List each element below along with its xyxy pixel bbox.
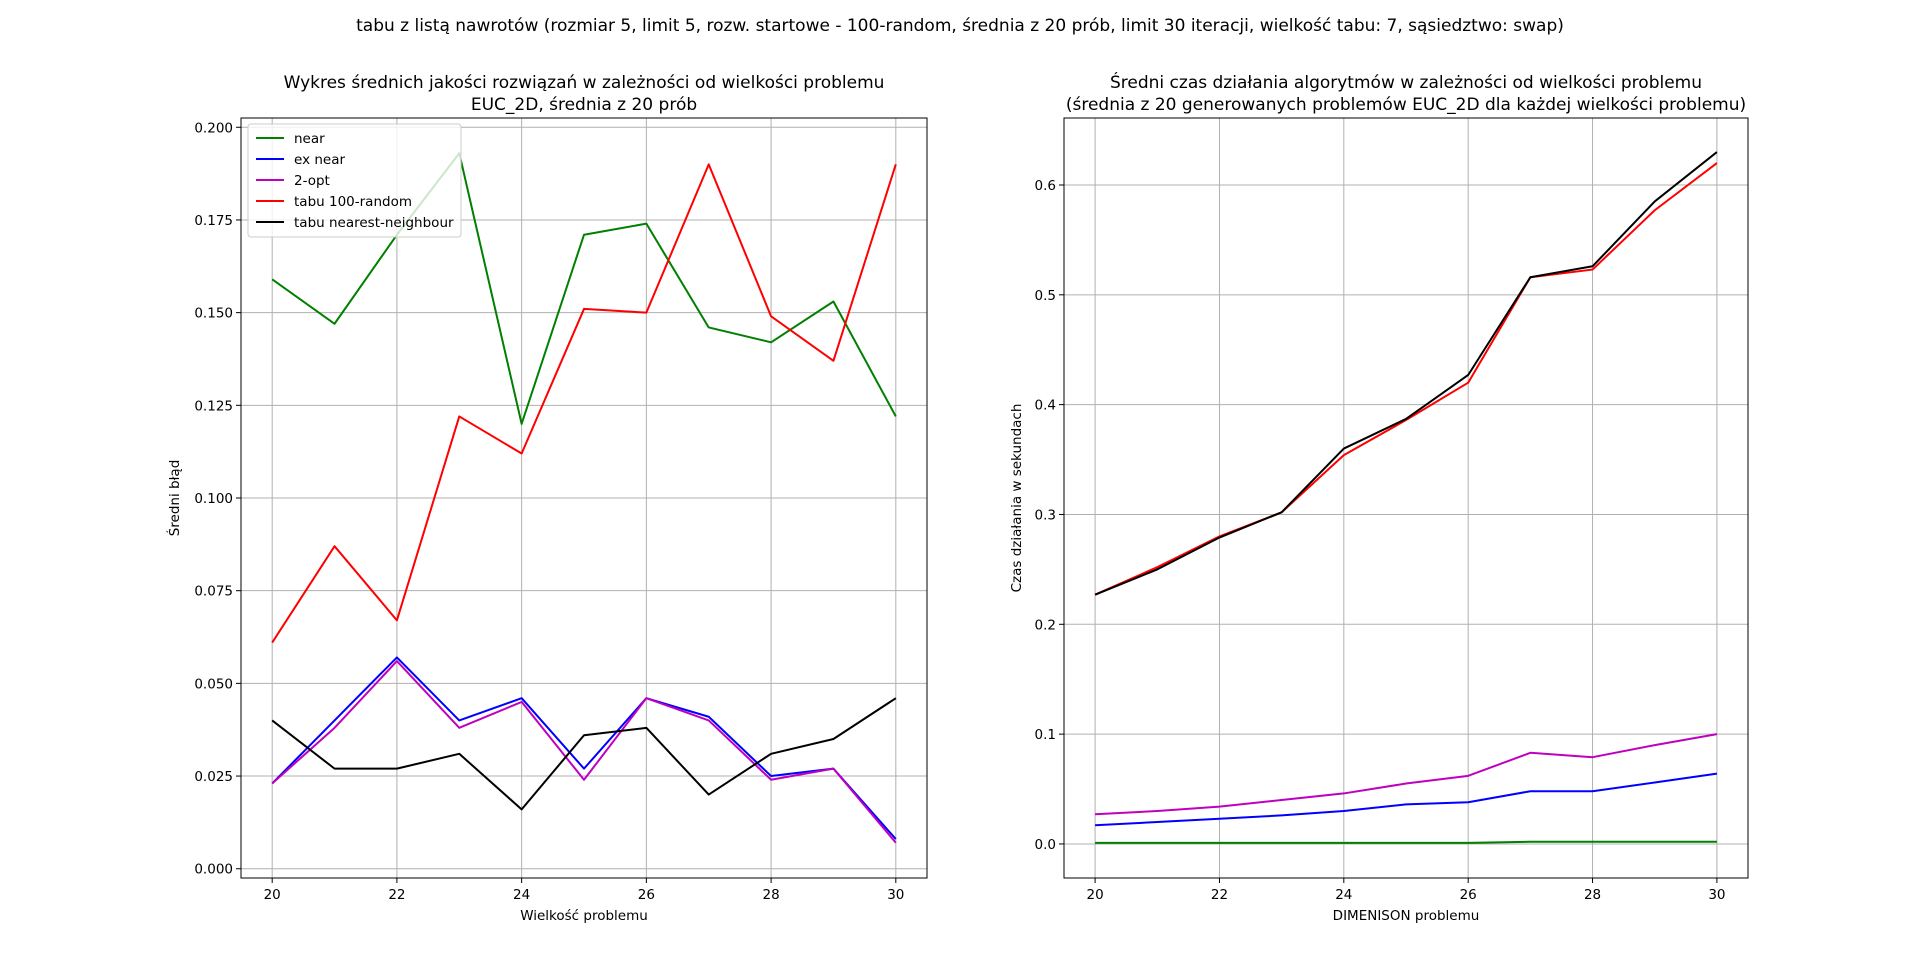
- y-tick-label: 0.000: [194, 862, 233, 878]
- x-axis-ticks: 20 22 24 26 28 30: [1086, 878, 1726, 903]
- legend-item-tabu-nearest-neighbour: tabu nearest-neighbour: [256, 215, 454, 231]
- y-axis-label: Średni błąd: [165, 460, 183, 537]
- legend-label: 2-opt: [294, 173, 330, 189]
- series-lines: [1094, 151, 1718, 844]
- y-tick-label: 0.0: [1035, 837, 1056, 853]
- chart-subtitle: (średnia z 20 generowanych problemów EUC…: [1066, 95, 1746, 115]
- x-tick-label: 22: [388, 887, 405, 903]
- x-tick-label: 24: [513, 887, 530, 903]
- grid-lines: [241, 118, 927, 878]
- series-line-5: [1094, 151, 1718, 596]
- y-tick-label: 0.1: [1035, 727, 1056, 743]
- legend-label: tabu 100-random: [294, 194, 412, 210]
- x-axis-label: Wielkość problemu: [520, 908, 648, 924]
- y-tick-label: 0.3: [1035, 507, 1056, 523]
- series-line-1: [1095, 840, 1717, 844]
- legend-label: ex near: [294, 152, 345, 168]
- y-tick-label: 0.025: [194, 769, 233, 785]
- legend-item-ex-near: ex near: [256, 152, 345, 168]
- legend-item-near: near: [256, 131, 325, 147]
- legend: near ex near 2-opt tabu 100-random tabu near…: [247, 123, 462, 238]
- x-tick-label: 28: [762, 887, 779, 903]
- x-tick-label: 28: [1584, 887, 1601, 903]
- series-lines: [271, 152, 897, 844]
- chart-title: Średni czas działania algorytmów w zależ…: [1110, 71, 1702, 93]
- series-line-2-opt: [271, 660, 897, 844]
- y-tick-label: 0.5: [1035, 288, 1056, 304]
- figure-suptitle: tabu z listą nawrotów (rozmiar 5, limit …: [356, 16, 1564, 36]
- x-tick-label: 22: [1211, 887, 1228, 903]
- y-tick-label: 0.125: [194, 398, 233, 414]
- y-tick-label: 0.2: [1035, 617, 1056, 633]
- y-tick-label: 0.075: [194, 584, 233, 600]
- y-tick-label: 0.100: [194, 491, 233, 507]
- y-tick-label: 0.4: [1035, 398, 1056, 414]
- series-line-4: [1094, 162, 1718, 596]
- legend-item-tabu-100-random: tabu 100-random: [256, 194, 412, 210]
- series-line-tabu-100-random: [271, 163, 897, 644]
- y-tick-label: 0.175: [194, 213, 233, 229]
- x-tick-label: 26: [1460, 887, 1477, 903]
- legend-label: near: [294, 131, 325, 147]
- quality-chart: 20 22 24 26 28 30 0.000 0.025 0.050 0.075 0.100 0.1…: [165, 73, 928, 924]
- series-line-tabu-nearest-neighbour: [271, 697, 897, 811]
- series-line-2: [1095, 772, 1718, 827]
- x-tick-label: 30: [1708, 887, 1725, 903]
- x-tick-label: 20: [264, 887, 281, 903]
- series-line-ex-near: [271, 656, 897, 840]
- series-line-near: [271, 152, 897, 425]
- chart-title: Wykres średnich jakości rozwiązań w zale…: [284, 73, 885, 93]
- x-tick-label: 24: [1335, 887, 1352, 903]
- legend-box: [247, 123, 462, 238]
- runtime-chart: 20 22 24 26 28 30 0.0 0.1 0.2 0.3 0.4 0.5 0.6 Średni …: [1009, 71, 1749, 924]
- y-tick-label: 0.150: [194, 306, 233, 322]
- y-tick-label: 0.200: [194, 120, 233, 136]
- x-axis-ticks: 20 22 24 26 28 30: [264, 878, 904, 903]
- x-tick-label: 26: [638, 887, 655, 903]
- x-tick-label: 30: [887, 887, 904, 903]
- y-axis-ticks: 0.000 0.025 0.050 0.075 0.100 0.125 0.150 0.175…: [194, 120, 241, 878]
- x-axis-label: DIMENISON problemu: [1333, 908, 1480, 924]
- chart-subtitle: EUC_2D, średnia z 20 prób: [471, 95, 697, 115]
- legend-label: tabu nearest-neighbour: [294, 215, 454, 231]
- y-axis-label: Czas działania w sekundach: [1009, 404, 1025, 593]
- x-tick-label: 20: [1086, 887, 1103, 903]
- y-tick-label: 0.050: [194, 676, 233, 692]
- grid-lines: [1064, 118, 1748, 878]
- axes-frame: [1063, 117, 1749, 879]
- legend-item-2-opt: 2-opt: [256, 173, 330, 189]
- y-axis-ticks: 0.0 0.1 0.2 0.3 0.4 0.5 0.6: [1035, 178, 1064, 853]
- series-line-3: [1095, 733, 1718, 816]
- y-tick-label: 0.6: [1035, 178, 1056, 194]
